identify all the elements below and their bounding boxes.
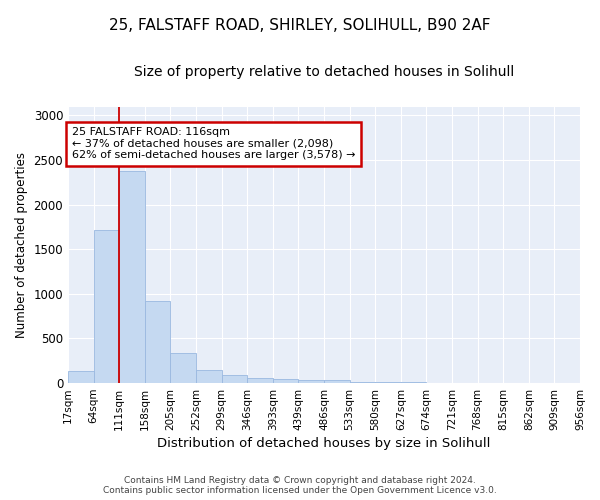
Bar <box>273 378 298 383</box>
Bar <box>94 230 119 383</box>
Bar <box>298 380 324 383</box>
Text: 25, FALSTAFF ROAD, SHIRLEY, SOLIHULL, B90 2AF: 25, FALSTAFF ROAD, SHIRLEY, SOLIHULL, B9… <box>109 18 491 32</box>
Bar <box>221 375 247 383</box>
Bar <box>375 382 401 383</box>
Bar <box>119 171 145 383</box>
Title: Size of property relative to detached houses in Solihull: Size of property relative to detached ho… <box>134 65 514 79</box>
Bar <box>324 380 350 383</box>
Text: 25 FALSTAFF ROAD: 116sqm
← 37% of detached houses are smaller (2,098)
62% of sem: 25 FALSTAFF ROAD: 116sqm ← 37% of detach… <box>72 127 355 160</box>
Bar <box>350 382 375 383</box>
Bar <box>401 382 427 383</box>
Bar <box>68 372 94 383</box>
Bar <box>247 378 273 383</box>
Y-axis label: Number of detached properties: Number of detached properties <box>15 152 28 338</box>
Text: Contains HM Land Registry data © Crown copyright and database right 2024.
Contai: Contains HM Land Registry data © Crown c… <box>103 476 497 495</box>
Bar <box>196 370 221 383</box>
Bar <box>170 352 196 383</box>
X-axis label: Distribution of detached houses by size in Solihull: Distribution of detached houses by size … <box>157 437 491 450</box>
Bar <box>145 301 170 383</box>
